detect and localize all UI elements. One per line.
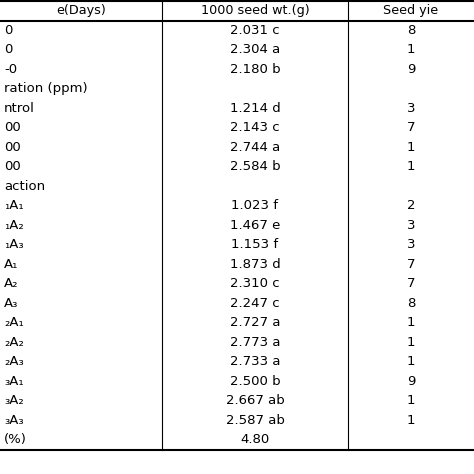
Text: 00: 00 [4, 141, 21, 154]
Text: ₃A₁: ₃A₁ [4, 375, 24, 388]
Text: 2.773 a: 2.773 a [230, 336, 280, 349]
Text: 1: 1 [407, 336, 415, 349]
Text: 1.467 e: 1.467 e [230, 219, 280, 232]
Text: 2.143 c: 2.143 c [230, 121, 280, 134]
Text: 9: 9 [407, 63, 415, 76]
Text: A₁: A₁ [4, 258, 18, 271]
Text: 2.031 c: 2.031 c [230, 24, 280, 37]
Text: -0: -0 [4, 63, 17, 76]
Text: 2.500 b: 2.500 b [230, 375, 280, 388]
Text: 1: 1 [407, 160, 415, 173]
Text: 1: 1 [407, 43, 415, 56]
Text: ₁A₁: ₁A₁ [4, 199, 24, 212]
Text: 3: 3 [407, 219, 415, 232]
Text: Seed yie: Seed yie [383, 4, 438, 17]
Text: 7: 7 [407, 121, 415, 134]
Text: A₃: A₃ [4, 297, 18, 310]
Text: 7: 7 [407, 258, 415, 271]
Text: A₂: A₂ [4, 277, 18, 290]
Text: 2.310 c: 2.310 c [230, 277, 280, 290]
Text: 3: 3 [407, 238, 415, 251]
Text: e(Days): e(Days) [56, 4, 106, 17]
Text: 1.023 f: 1.023 f [231, 199, 279, 212]
Text: 4.80: 4.80 [240, 433, 270, 446]
Text: 1: 1 [407, 316, 415, 329]
Text: 2.587 ab: 2.587 ab [226, 414, 284, 427]
Text: 1: 1 [407, 414, 415, 427]
Text: 2.247 c: 2.247 c [230, 297, 280, 310]
Text: 7: 7 [407, 277, 415, 290]
Text: ₂A₁: ₂A₁ [4, 316, 24, 329]
Text: ₂A₂: ₂A₂ [4, 336, 24, 349]
Text: 2.733 a: 2.733 a [230, 355, 280, 368]
Text: ₃A₂: ₃A₂ [4, 394, 24, 407]
Text: 2: 2 [407, 199, 415, 212]
Text: 2.304 a: 2.304 a [230, 43, 280, 56]
Text: 1.873 d: 1.873 d [229, 258, 281, 271]
Text: 1.153 f: 1.153 f [231, 238, 279, 251]
Text: 2.727 a: 2.727 a [230, 316, 280, 329]
Text: ₁A₃: ₁A₃ [4, 238, 24, 251]
Text: 9: 9 [407, 375, 415, 388]
Text: ration (ppm): ration (ppm) [4, 82, 88, 95]
Text: 1000 seed wt.(g): 1000 seed wt.(g) [201, 4, 310, 17]
Text: 2.584 b: 2.584 b [230, 160, 280, 173]
Text: ₃A₃: ₃A₃ [4, 414, 24, 427]
Text: 3: 3 [407, 102, 415, 115]
Text: 00: 00 [4, 160, 21, 173]
Text: 8: 8 [407, 297, 415, 310]
Text: 00: 00 [4, 121, 21, 134]
Text: 1: 1 [407, 141, 415, 154]
Text: 0: 0 [4, 24, 12, 37]
Text: 1: 1 [407, 355, 415, 368]
Text: 2.744 a: 2.744 a [230, 141, 280, 154]
Text: action: action [4, 180, 45, 193]
Text: ₂A₃: ₂A₃ [4, 355, 24, 368]
Text: 0: 0 [4, 43, 12, 56]
Text: ntrol: ntrol [4, 102, 35, 115]
Text: (%): (%) [4, 433, 27, 446]
Text: 8: 8 [407, 24, 415, 37]
Text: 2.180 b: 2.180 b [230, 63, 280, 76]
Text: 2.667 ab: 2.667 ab [226, 394, 284, 407]
Text: 1: 1 [407, 394, 415, 407]
Text: ₁A₂: ₁A₂ [4, 219, 24, 232]
Text: 1.214 d: 1.214 d [229, 102, 281, 115]
